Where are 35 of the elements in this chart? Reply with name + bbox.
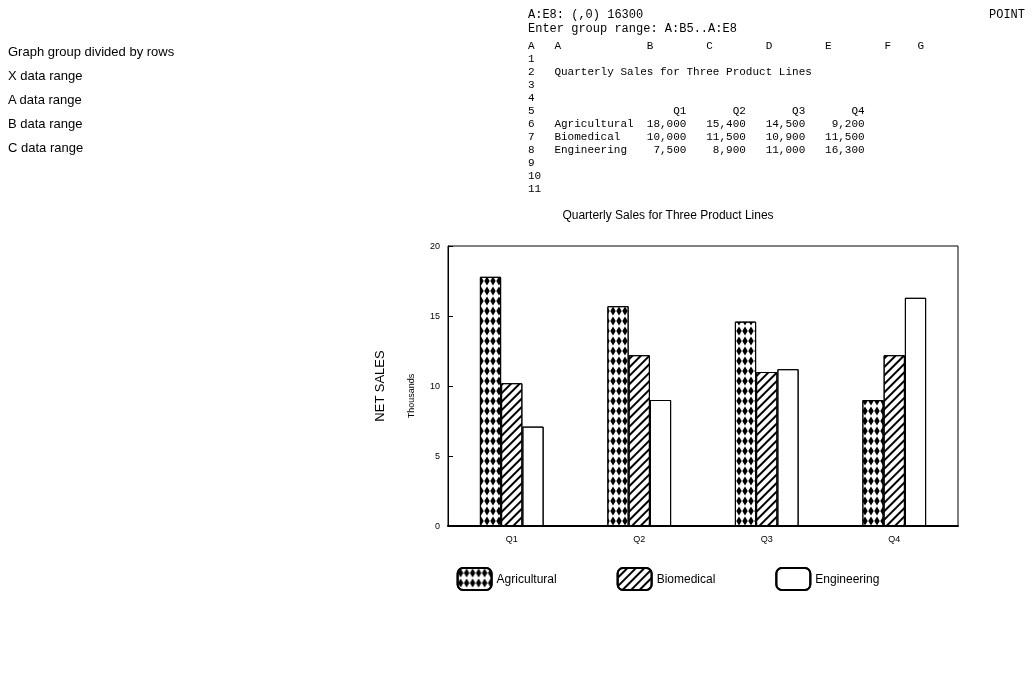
text: A A B C D E F G [528,40,925,53]
text: 8 Engineering 7,500 8,900 11,000 16,300 [528,144,866,157]
x-tick-label: Q2 [633,533,646,544]
text: 3 [528,79,536,92]
text: 2 Quarterly Sales for Three Product Lines [528,66,813,79]
text: A:E8: (,0) 16300 [528,8,645,22]
text: 9 [528,157,536,170]
y-tick-label: 0 [434,521,440,531]
text: POINT [988,8,1025,24]
text: Thousands [405,373,416,419]
text: Graph group divided by rows [8,43,176,61]
y-axis-title: NET SALES [372,350,387,422]
legend-label: Engineering [815,572,880,586]
text: 10 [528,170,543,183]
x-tick-label: Q3 [760,533,773,544]
y-tick-label: 10 [429,381,440,391]
text: 6 Agricultural 18,000 15,400 14,500 9,200 [528,118,866,131]
text: C data range [8,139,85,157]
text: 11 [528,183,543,196]
x-tick-label: Q4 [888,533,901,544]
text: 5 Q1 Q2 Q3 Q4 [528,105,866,118]
text: Enter group range: A:B5..A:E8 [528,22,737,36]
y-tick-label: 20 [429,241,440,251]
text: 4 [528,92,536,105]
legend-label: Agricultural [496,572,557,586]
chart-subtitle: Quarterly Sales for Three Product Lines [562,208,774,222]
text: 1 [528,53,536,66]
text: B data range [8,115,84,133]
y-tick-label: 15 [429,311,440,321]
legend-label: Biomedical [656,572,716,586]
text: 7 Biomedical 10,000 11,500 10,900 11,500 [528,131,866,144]
text: A data range [8,91,83,109]
text: X data range [8,67,84,85]
y-tick-label: 5 [434,451,440,461]
x-tick-label: Q1 [505,533,518,544]
